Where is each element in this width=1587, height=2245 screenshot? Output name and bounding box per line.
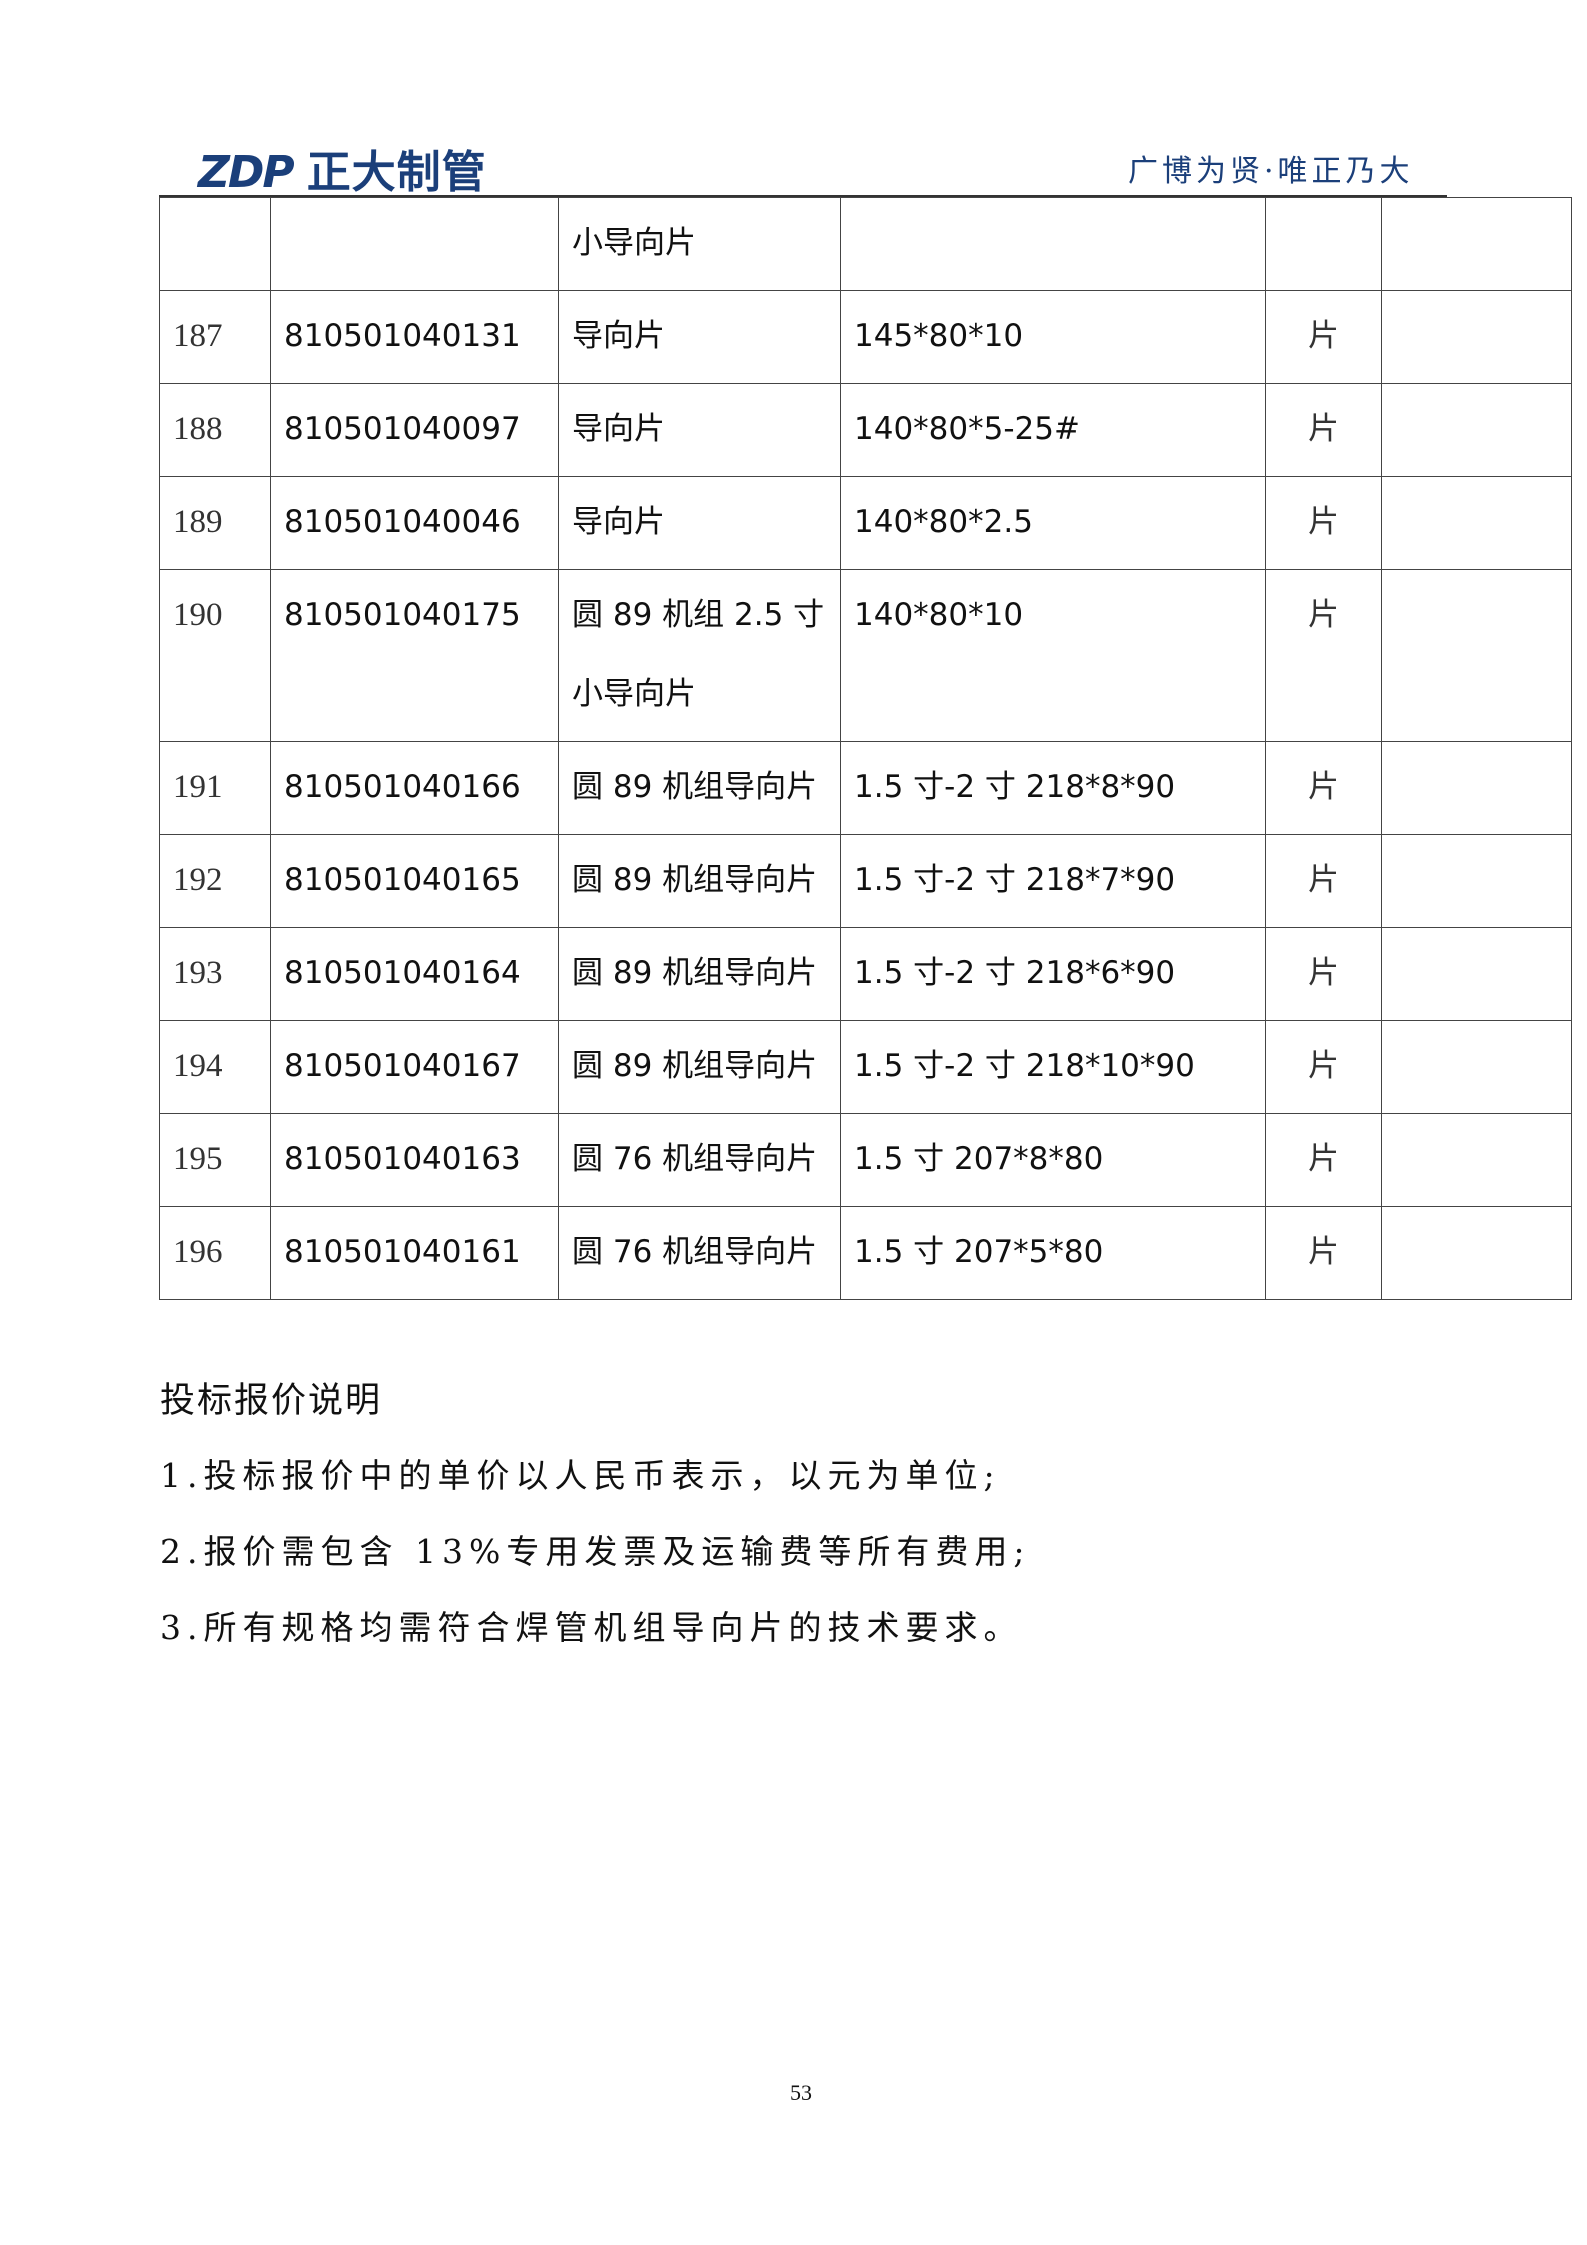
item-name: 圆 76 机组导向片	[558, 1206, 841, 1300]
item-code: 810501040161	[270, 1206, 559, 1300]
item-remark	[1381, 927, 1572, 1021]
header-rule	[159, 195, 1447, 197]
table-row: 192 810501040165 圆 89 机组导向片 1.5 寸-2 寸 218*7…	[159, 834, 1572, 928]
item-name: 圆 89 机组导向片	[558, 1020, 841, 1114]
item-spec: 1.5 寸 207*8*80	[840, 1113, 1266, 1207]
notes-title: 投标报价说明	[160, 1381, 383, 1421]
slogan: 广博为贤·唯正乃大	[1128, 154, 1414, 189]
item-remark	[1381, 1020, 1572, 1114]
table-row: 188 810501040097 导向片 140*80*5-25# 片	[159, 383, 1572, 477]
table-row: 187 810501040131 导向片 145*80*10 片	[159, 290, 1572, 384]
table: 小导向片 187 810501040131 导向片 145*80*10 片 188 81050…	[159, 197, 1572, 1300]
item-spec: 140*80*10	[840, 569, 1266, 742]
item-code: 810501040164	[270, 927, 559, 1021]
item-unit	[1265, 197, 1382, 291]
logo: ZDP 正大制管	[198, 136, 487, 200]
item-unit: 片	[1265, 834, 1382, 928]
item-spec: 145*80*10	[840, 290, 1266, 384]
table-row: 196 810501040161 圆 76 机组导向片 1.5 寸 207*5*80 片	[159, 1206, 1572, 1300]
item-code: 810501040131	[270, 290, 559, 384]
item-name: 圆 89 机组导向片	[558, 927, 841, 1021]
item-code: 810501040046	[270, 476, 559, 570]
item-unit: 片	[1265, 927, 1382, 1021]
item-code: 810501040167	[270, 1020, 559, 1114]
item-remark	[1381, 569, 1572, 742]
row-number: 187	[159, 290, 271, 384]
item-remark	[1381, 197, 1572, 291]
item-spec: 1.5 寸-2 寸 218*6*90	[840, 927, 1266, 1021]
table-row: 195 810501040163 圆 76 机组导向片 1.5 寸 207*8*80 片	[159, 1113, 1572, 1207]
table-row: 189 810501040046 导向片 140*80*2.5 片	[159, 476, 1572, 570]
row-number: 195	[159, 1113, 271, 1207]
row-number: 194	[159, 1020, 271, 1114]
item-name: 导向片	[558, 290, 841, 384]
logo-mark: ZDP	[198, 147, 295, 198]
row-number: 189	[159, 476, 271, 570]
item-remark	[1381, 290, 1572, 384]
row-number	[159, 197, 271, 291]
page-number: 53	[790, 2080, 812, 2105]
item-spec: 140*80*5-25#	[840, 383, 1266, 477]
item-unit: 片	[1265, 1020, 1382, 1114]
row-number: 193	[159, 927, 271, 1021]
item-name: 小导向片	[558, 197, 841, 291]
item-remark	[1381, 383, 1572, 477]
note-item: 1.投标报价中的单价以人民币表示，以元为单位;	[160, 1456, 1001, 1495]
item-unit: 片	[1265, 290, 1382, 384]
item-name: 圆 89 机组导向片	[558, 741, 841, 835]
item-remark	[1381, 1206, 1572, 1300]
item-unit: 片	[1265, 1206, 1382, 1300]
item-remark	[1381, 476, 1572, 570]
item-code: 810501040166	[270, 741, 559, 835]
row-number: 190	[159, 569, 271, 742]
table-row: 191 810501040166 圆 89 机组导向片 1.5 寸-2 寸 218*8…	[159, 741, 1572, 835]
item-spec: 1.5 寸-2 寸 218*10*90	[840, 1020, 1266, 1114]
notes: 投标报价说明 1.投标报价中的单价以人民币表示，以元为单位; 2.报价需包含 13…	[160, 1372, 1030, 1677]
note-item: 3.所有规格均需符合焊管机组导向片的技术要求。	[160, 1608, 1023, 1647]
item-name: 圆 89 机组导向片	[558, 834, 841, 928]
item-code	[270, 197, 559, 291]
item-unit: 片	[1265, 383, 1382, 477]
item-remark	[1381, 834, 1572, 928]
item-code: 810501040163	[270, 1113, 559, 1207]
note-item: 2.报价需包含 13%专用发票及运输费等所有费用;	[160, 1532, 1031, 1571]
item-unit: 片	[1265, 1113, 1382, 1207]
item-spec: 1.5 寸-2 寸 218*7*90	[840, 834, 1266, 928]
logo-text: 正大制管	[306, 147, 487, 198]
item-code: 810501040097	[270, 383, 559, 477]
item-spec	[840, 197, 1266, 291]
row-number: 191	[159, 741, 271, 835]
item-code: 810501040175	[270, 569, 559, 742]
item-name: 圆 76 机组导向片	[558, 1113, 841, 1207]
table-row: 小导向片	[159, 197, 1572, 291]
item-spec: 140*80*2.5	[840, 476, 1266, 570]
item-name: 圆 89 机组 2.5 寸小导向片	[558, 569, 841, 742]
row-number: 196	[159, 1206, 271, 1300]
item-spec: 1.5 寸-2 寸 218*8*90	[840, 741, 1266, 835]
item-unit: 片	[1265, 741, 1382, 835]
item-unit: 片	[1265, 569, 1382, 742]
item-unit: 片	[1265, 476, 1382, 570]
table-row: 193 810501040164 圆 89 机组导向片 1.5 寸-2 寸 218*6…	[159, 927, 1572, 1021]
row-number: 188	[159, 383, 271, 477]
table-row: 194 810501040167 圆 89 机组导向片 1.5 寸-2 寸 218*1…	[159, 1020, 1572, 1114]
item-name: 导向片	[558, 476, 841, 570]
row-number: 192	[159, 834, 271, 928]
item-remark	[1381, 1113, 1572, 1207]
item-code: 810501040165	[270, 834, 559, 928]
item-name: 导向片	[558, 383, 841, 477]
item-remark	[1381, 741, 1572, 835]
item-spec: 1.5 寸 207*5*80	[840, 1206, 1266, 1300]
table-row: 190 810501040175 圆 89 机组 2.5 寸小导向片 140*80*1…	[159, 569, 1572, 742]
